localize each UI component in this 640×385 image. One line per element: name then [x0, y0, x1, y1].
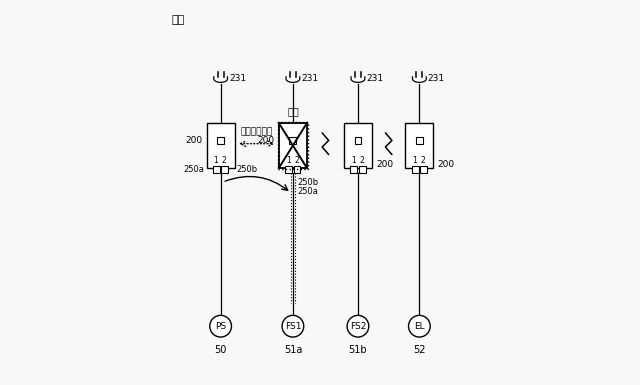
Bar: [294, 166, 301, 173]
Text: 2: 2: [222, 156, 227, 165]
Circle shape: [347, 315, 369, 337]
Text: 2: 2: [294, 156, 299, 165]
Bar: [358, 166, 365, 173]
Text: 52: 52: [413, 345, 426, 355]
Text: 51a: 51a: [284, 345, 302, 355]
Bar: [207, 123, 235, 168]
Text: 51b: 51b: [349, 345, 367, 355]
Text: 1: 1: [286, 156, 291, 165]
Text: 231: 231: [229, 74, 246, 83]
Text: 1: 1: [412, 156, 417, 165]
Text: 250a: 250a: [184, 166, 204, 174]
Text: 故障: 故障: [287, 106, 299, 116]
Bar: [350, 166, 357, 173]
Text: 231: 231: [366, 74, 383, 83]
Text: 231: 231: [301, 74, 318, 83]
Text: 250b: 250b: [237, 166, 258, 174]
Bar: [420, 166, 427, 173]
Text: 2: 2: [359, 156, 364, 165]
Text: 図４: 図４: [171, 15, 184, 25]
Polygon shape: [214, 77, 227, 82]
Bar: [217, 137, 224, 144]
Bar: [278, 122, 308, 169]
Bar: [355, 137, 362, 144]
Text: 200: 200: [185, 136, 202, 145]
Text: 250b: 250b: [297, 177, 318, 186]
Text: 物理的に近い: 物理的に近い: [241, 127, 273, 137]
Bar: [405, 123, 433, 168]
Circle shape: [210, 315, 232, 337]
Text: 200: 200: [376, 160, 394, 169]
Text: 200: 200: [257, 136, 275, 145]
Text: PS: PS: [215, 322, 226, 331]
Bar: [279, 123, 307, 168]
Bar: [344, 123, 372, 168]
Text: 231: 231: [428, 74, 445, 83]
Bar: [412, 166, 419, 173]
Bar: [289, 137, 296, 144]
Text: 50: 50: [214, 345, 227, 355]
Text: 2: 2: [420, 156, 426, 165]
Text: 1: 1: [351, 156, 356, 165]
Text: FS2: FS2: [349, 322, 366, 331]
Text: 250a: 250a: [297, 187, 318, 196]
Polygon shape: [413, 77, 426, 82]
Polygon shape: [351, 77, 365, 82]
Polygon shape: [286, 77, 300, 82]
Text: FS1: FS1: [285, 322, 301, 331]
Circle shape: [282, 315, 304, 337]
Text: 1: 1: [214, 156, 218, 165]
Bar: [416, 137, 423, 144]
Text: 200: 200: [438, 160, 455, 169]
Circle shape: [408, 315, 430, 337]
Bar: [221, 166, 228, 173]
Bar: [285, 166, 292, 173]
Text: EL: EL: [414, 322, 425, 331]
Bar: [213, 166, 220, 173]
